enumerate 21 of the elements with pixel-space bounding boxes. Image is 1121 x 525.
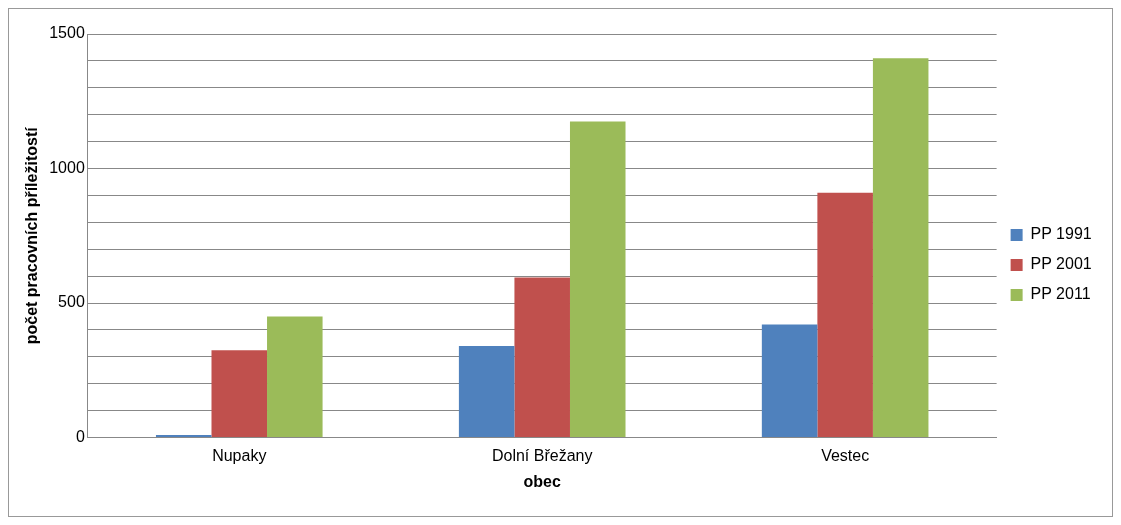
bar [569, 121, 626, 438]
bar [514, 277, 570, 438]
bar [155, 434, 212, 438]
bar [211, 350, 268, 438]
bar [817, 192, 873, 438]
x-tick-label: Nupaky [212, 446, 267, 464]
bar [267, 316, 323, 438]
x-tick-label: Vestec [821, 446, 870, 464]
bar [761, 324, 818, 438]
x-tick-label: Dolní Břežany [491, 446, 593, 464]
y-tick-label: 1000 [49, 158, 85, 176]
x-axis-title: obec [523, 472, 561, 490]
y-tick-label: 500 [58, 293, 85, 311]
legend-label: PP 2011 [1030, 285, 1091, 303]
bar [458, 346, 515, 438]
y-axis-title: počet pracovních příležitostí [23, 126, 41, 345]
y-tick-label: 0 [75, 428, 85, 446]
y-tick-label: 1500 [49, 24, 85, 42]
legend-label: PP 1991 [1030, 225, 1092, 243]
legend-label: PP 2001 [1030, 255, 1092, 273]
bar [872, 58, 929, 438]
